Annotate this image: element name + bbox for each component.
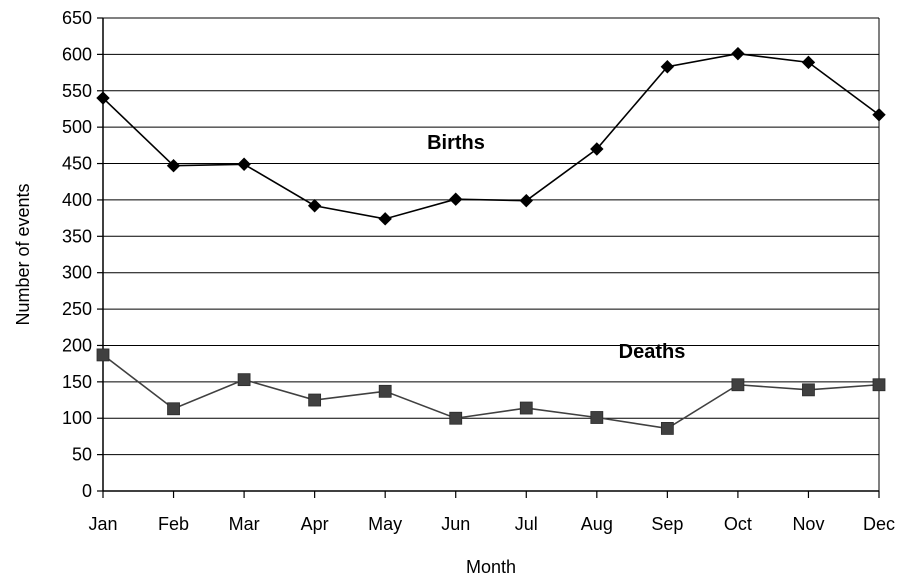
y-tick-label: 250 (62, 299, 92, 319)
x-tick-label: Jul (515, 514, 538, 534)
data-point-births (237, 157, 251, 171)
data-point-deaths (519, 401, 533, 415)
series-line-births (102, 52, 880, 220)
data-point-deaths (802, 383, 815, 397)
data-point-deaths (96, 348, 110, 362)
x-tick-label: Nov (792, 514, 824, 534)
y-tick-label: 600 (62, 44, 92, 64)
data-point-births (378, 212, 392, 226)
data-point-births (801, 55, 816, 70)
x-tick-label: Apr (301, 514, 329, 534)
y-tick-label: 450 (62, 154, 92, 174)
y-tick-label: 50 (72, 445, 92, 465)
data-point-deaths (449, 411, 463, 425)
y-tick-label: 150 (62, 372, 92, 392)
data-point-deaths (378, 384, 392, 398)
data-point-births (519, 193, 533, 208)
y-tick-label: 550 (62, 81, 92, 101)
data-point-births (731, 46, 745, 61)
data-point-deaths (308, 393, 322, 407)
data-point-deaths (167, 402, 180, 416)
y-tick-label: 300 (62, 263, 92, 283)
x-tick-label: Jan (88, 514, 117, 534)
series-line-deaths (102, 354, 880, 430)
data-point-deaths (872, 378, 886, 392)
x-tick-label: Aug (581, 514, 613, 534)
series-annotations: Births Deaths (427, 132, 685, 363)
data-point-deaths (731, 378, 745, 392)
data-point-deaths (590, 411, 604, 424)
data-point-deaths (660, 422, 674, 435)
y-axis-title: Number of events (13, 183, 33, 325)
x-tick-labels: Jan Feb Mar Apr May Jun Jul Aug Sep Oct Nov Dec (88, 514, 895, 534)
data-point-births (96, 91, 110, 105)
data-point-births (590, 142, 604, 156)
gridlines (97, 17, 880, 498)
x-tick-label: Mar (229, 514, 260, 534)
y-tick-label: 200 (62, 335, 92, 355)
x-tick-label: Feb (158, 514, 189, 534)
x-tick-label: Oct (724, 514, 752, 534)
series-deaths (96, 348, 886, 435)
series-label-births: Births (427, 132, 485, 154)
series-label-deaths: Deaths (619, 341, 686, 363)
axes (102, 18, 879, 492)
y-tick-label: 350 (62, 226, 92, 246)
series-births (96, 46, 886, 226)
x-tick-label: Jun (441, 514, 470, 534)
data-point-births (872, 108, 886, 122)
x-tick-label: May (368, 514, 402, 534)
series (96, 46, 886, 435)
y-tick-label: 100 (62, 408, 92, 428)
y-tick-label: 500 (62, 117, 92, 137)
x-tick-label: Dec (863, 514, 895, 534)
x-axis-title: Month (466, 557, 516, 577)
y-tick-labels: 0 50 100 150 200 250 300 350 400 450 500 550 600 650 (62, 8, 92, 501)
data-point-births (166, 159, 181, 173)
y-tick-label: 650 (62, 8, 92, 28)
data-point-births (660, 60, 675, 74)
data-point-deaths (237, 373, 251, 387)
y-tick-label: 400 (62, 190, 92, 210)
y-tick-label: 0 (82, 481, 92, 501)
x-tick-label: Sep (651, 514, 683, 534)
data-point-births (449, 192, 463, 206)
data-point-births (307, 199, 322, 213)
